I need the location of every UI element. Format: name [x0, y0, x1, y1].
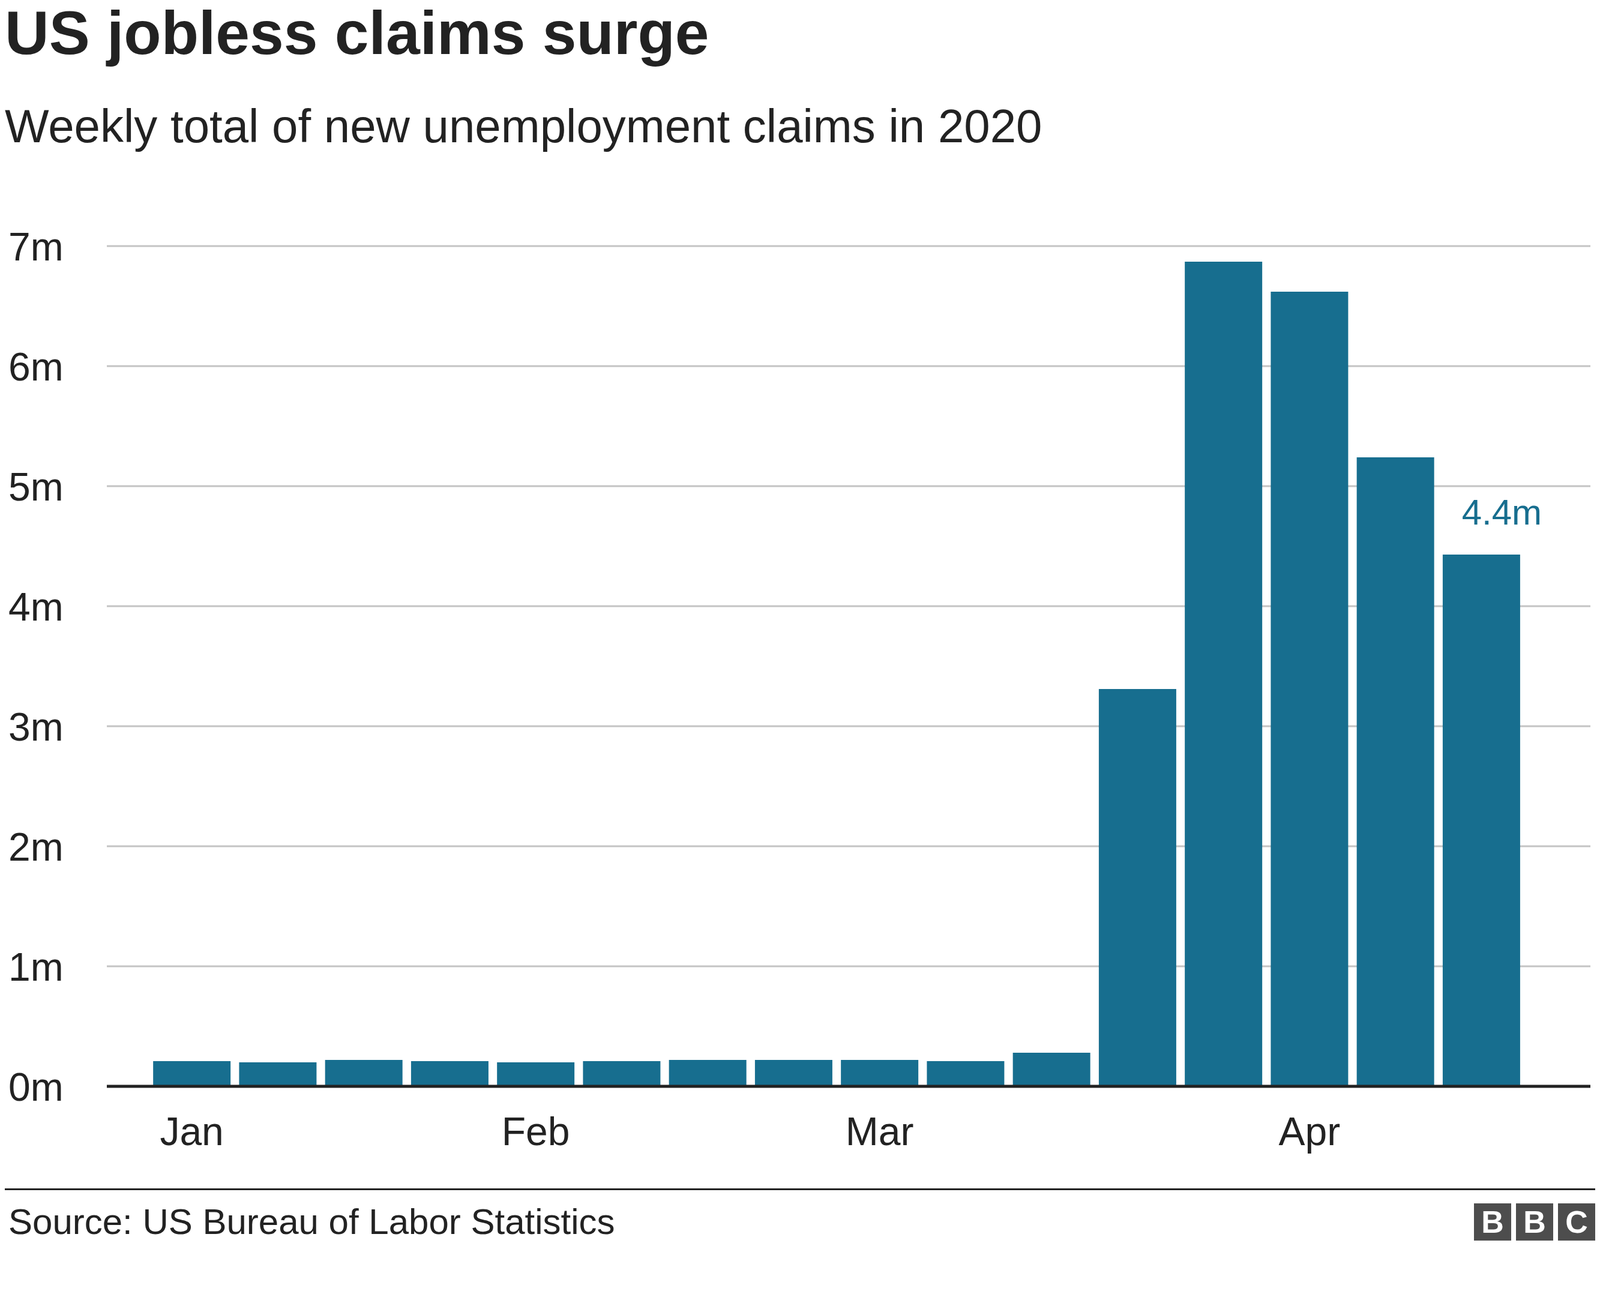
svg-text:Mar: Mar: [845, 1109, 915, 1154]
svg-text:5m: 5m: [8, 464, 64, 509]
svg-text:0m: 0m: [8, 1064, 64, 1110]
svg-text:Feb: Feb: [501, 1109, 571, 1154]
svg-text:7m: 7m: [8, 224, 64, 269]
html-text:Source: US Bureau of Labor Sta: Source: US Bureau of Labor Statistics: [8, 1201, 615, 1242]
svg-text:4m: 4m: [8, 584, 64, 629]
svg-text:Apr: Apr: [1278, 1109, 1341, 1154]
svg-text:1m: 1m: [8, 944, 64, 990]
svg-text:Jan: Jan: [159, 1109, 224, 1154]
svg-text:6m: 6m: [8, 344, 64, 389]
html-text:B: B: [1523, 1204, 1546, 1240]
html-text:Weekly total of new unemployme: Weekly total of new unemployment claims …: [4, 99, 1043, 153]
svg-text:2m: 2m: [8, 824, 64, 870]
html-text:C: C: [1565, 1204, 1588, 1240]
svg-text:4.4m: 4.4m: [1461, 492, 1542, 533]
svg-text:3m: 3m: [8, 704, 64, 749]
html-text:B: B: [1481, 1204, 1504, 1240]
